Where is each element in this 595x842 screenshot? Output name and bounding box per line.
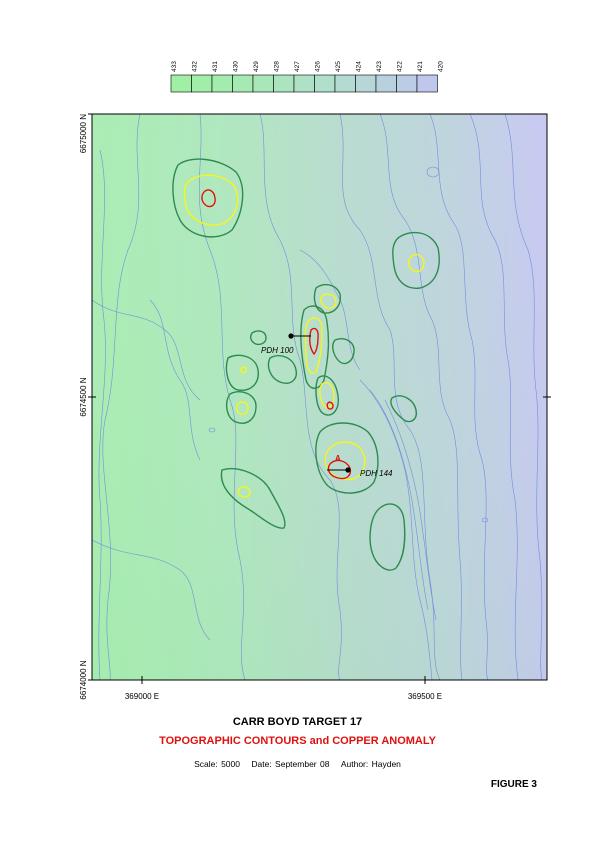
legend-level-label: 427 xyxy=(294,61,301,72)
legend-swatch xyxy=(232,74,254,93)
legend-level-label: 421 xyxy=(417,61,424,72)
drillholes: PDH 100 PDH 144 A xyxy=(261,333,393,478)
legend-level-label: 425 xyxy=(335,61,342,72)
map-frame: PDH 100 PDH 144 A xyxy=(88,113,551,684)
legend-level-label: 422 xyxy=(397,61,404,72)
y-axis-label-top: 6675000 N xyxy=(79,114,88,153)
legend-level-label: 420 xyxy=(438,61,445,72)
axis-ticks xyxy=(88,113,551,684)
legend-level-label: 431 xyxy=(212,61,219,72)
map-subtitle: TOPOGRAPHIC CONTOURS and COPPER ANOMALY xyxy=(159,735,436,747)
y-axis-label-mid: 6674500 N xyxy=(79,377,88,416)
legend-level-label: 430 xyxy=(233,61,240,72)
legend-swatch xyxy=(191,74,213,93)
legend-swatch xyxy=(355,74,377,93)
anomaly-label-a: A xyxy=(335,454,341,463)
legend-swatch xyxy=(334,74,356,93)
anomaly-mid-contours xyxy=(183,174,425,498)
legend-level-label: 423 xyxy=(376,61,383,72)
x-axis-label-right: 369500 E xyxy=(408,692,442,701)
legend-swatch xyxy=(416,74,438,93)
legend-swatch xyxy=(273,74,295,93)
drillhole-pdh100-collar[interactable] xyxy=(288,333,294,339)
legend-level-label: 433 xyxy=(171,61,178,72)
legend-level-label: 426 xyxy=(315,61,322,72)
anomaly-outer-contours xyxy=(172,158,440,571)
drillhole-pdh144-collar[interactable] xyxy=(345,467,351,473)
legend-swatch xyxy=(314,74,336,93)
map-metadata: Scale: 5000 Date: September 08 Author: H… xyxy=(0,759,595,769)
drillhole-label-pdh100: PDH 100 xyxy=(261,346,294,355)
drillhole-label-pdh144: PDH 144 xyxy=(360,469,393,478)
legend-level-label: 424 xyxy=(356,61,363,72)
legend-level-label: 432 xyxy=(192,61,199,72)
legend-swatch xyxy=(170,74,192,93)
legend-swatch xyxy=(211,74,233,93)
anomaly-inner-contours xyxy=(201,189,352,480)
scale-text: Scale: 5000 xyxy=(194,759,240,769)
y-axis-label-bottom: 6674000 N xyxy=(79,660,88,699)
copper-anomaly xyxy=(172,158,440,571)
legend-swatch xyxy=(252,74,274,93)
map-title: CARR BOYD TARGET 17 xyxy=(232,716,363,728)
date-text: Date: September 08 xyxy=(251,759,330,769)
legend-swatch xyxy=(375,74,397,93)
legend-level-label: 428 xyxy=(274,61,281,72)
author-text: Author: Hayden xyxy=(340,759,401,769)
x-axis-label-left: 369000 E xyxy=(125,692,159,701)
figure-label: FIGURE 3 xyxy=(490,779,537,790)
legend-swatch xyxy=(293,74,315,93)
legend-swatch xyxy=(396,74,418,93)
legend-level-label: 429 xyxy=(253,61,260,72)
topographic-contours xyxy=(92,114,543,680)
elevation-legend: 433 432 431 430 429 428 427 426 425 424 423 422 421 4… xyxy=(170,61,445,93)
